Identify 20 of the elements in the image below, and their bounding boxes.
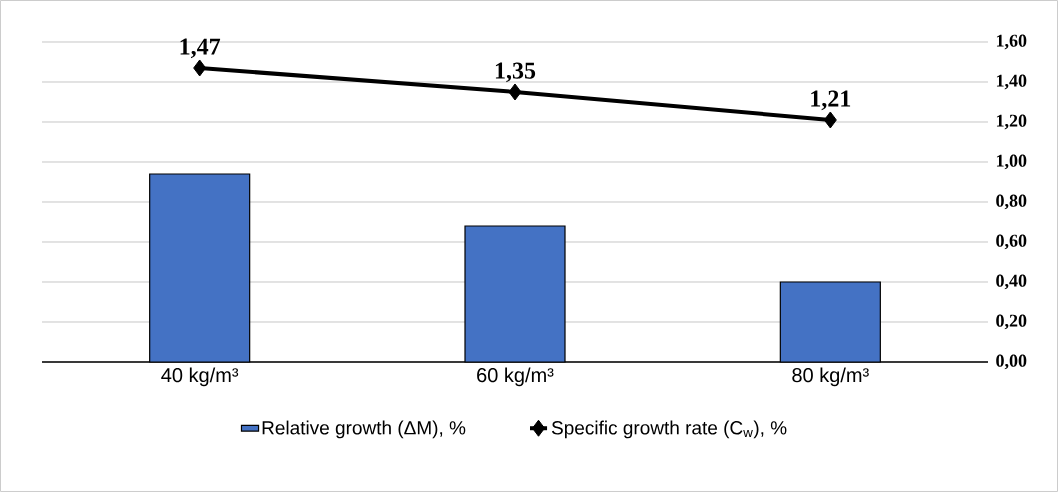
point [508, 83, 522, 101]
point [193, 59, 207, 77]
x-tick-label: 60 kg/m³ [477, 367, 554, 387]
y-tick-label: 1,00 [996, 154, 1027, 170]
y-tick-label: 0,00 [996, 354, 1027, 370]
y-tick-label: 0,60 [996, 234, 1027, 250]
y-tick-label: 0,40 [996, 274, 1027, 290]
x-tick-label: 40 kg/m³ [161, 367, 239, 387]
point [823, 111, 837, 129]
data-label: 1,35 [495, 62, 536, 83]
legend-label: Specific growth rate (C$_{w}$), % [551, 420, 787, 439]
data-label: 1,47 [180, 38, 221, 59]
y-tick-label: 0,20 [996, 314, 1027, 330]
x-tick-label: 80 kg/m³ [792, 367, 869, 387]
data-label: 1,21 [811, 90, 851, 111]
y-tick-label: 1,40 [996, 74, 1027, 90]
legend-label: Relative growth (ΔM), % [262, 420, 466, 439]
y-tick-label: 1,20 [996, 114, 1027, 130]
y-tick-label: 1,60 [996, 34, 1027, 50]
y-tick-label: 0,80 [996, 194, 1027, 210]
